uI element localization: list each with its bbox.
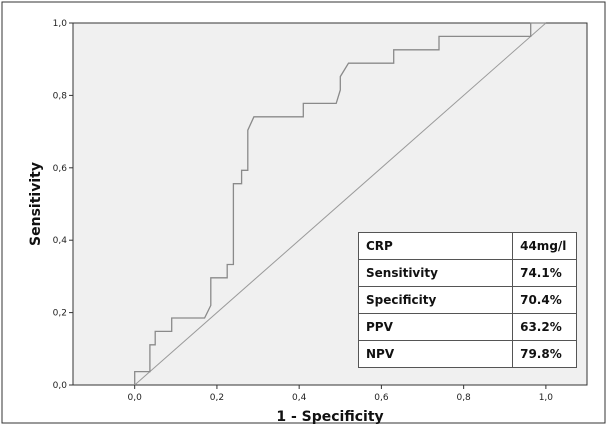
y-tick-label: 0,8 — [53, 91, 68, 101]
y-axis-ticks: 0,0 0,2 0,4 0,6 0,8 1,0 — [53, 19, 73, 391]
y-tick-label: 0,6 — [53, 164, 68, 174]
table-cell-label: Specificity — [357, 286, 514, 314]
table-cell-label: CRP — [357, 232, 514, 260]
roc-curve-layer — [134, 22, 546, 385]
x-tick-label: 0,4 — [292, 393, 307, 403]
table-cell-value: 79.8% — [512, 340, 577, 368]
roc-curve — [134, 22, 546, 385]
y-tick-label: 0,0 — [53, 381, 68, 391]
x-axis-ticks: 0,0 0,2 0,4 0,6 0,8 1,0 — [128, 385, 554, 403]
y-tick-label: 0,4 — [53, 236, 68, 246]
stats-table: CRP 44mg/l Sensitivity 74.1% Specificity… — [357, 232, 577, 368]
table-row: NPV 79.8% — [357, 340, 577, 368]
y-axis-title: Sensitivity — [28, 162, 44, 246]
table-cell-label: PPV — [357, 313, 514, 341]
table-row: CRP 44mg/l — [357, 232, 577, 260]
x-tick-label: 0,2 — [210, 393, 224, 403]
reference-line-layer — [134, 22, 547, 386]
x-tick-label: 0,0 — [128, 393, 143, 403]
table-cell-value: 74.1% — [512, 259, 577, 287]
x-axis-title: 1 - Specificity — [276, 409, 383, 425]
table-cell-value: 70.4% — [512, 286, 577, 314]
reference-line — [134, 22, 547, 386]
x-tick-label: 0,6 — [374, 393, 389, 403]
table-cell-label: Sensitivity — [357, 259, 514, 287]
table-cell-value: 44mg/l — [512, 232, 577, 260]
x-tick-label: 0,8 — [456, 393, 471, 403]
table-row: Sensitivity 74.1% — [357, 259, 577, 287]
y-tick-label: 1,0 — [53, 19, 68, 29]
x-tick-label: 1,0 — [539, 393, 554, 403]
table-cell-label: NPV — [357, 340, 514, 368]
table-cell-value: 63.2% — [512, 313, 577, 341]
table-row: PPV 63.2% — [357, 313, 577, 341]
y-tick-label: 0,2 — [53, 309, 67, 319]
table-row: Specificity 70.4% — [357, 286, 577, 314]
